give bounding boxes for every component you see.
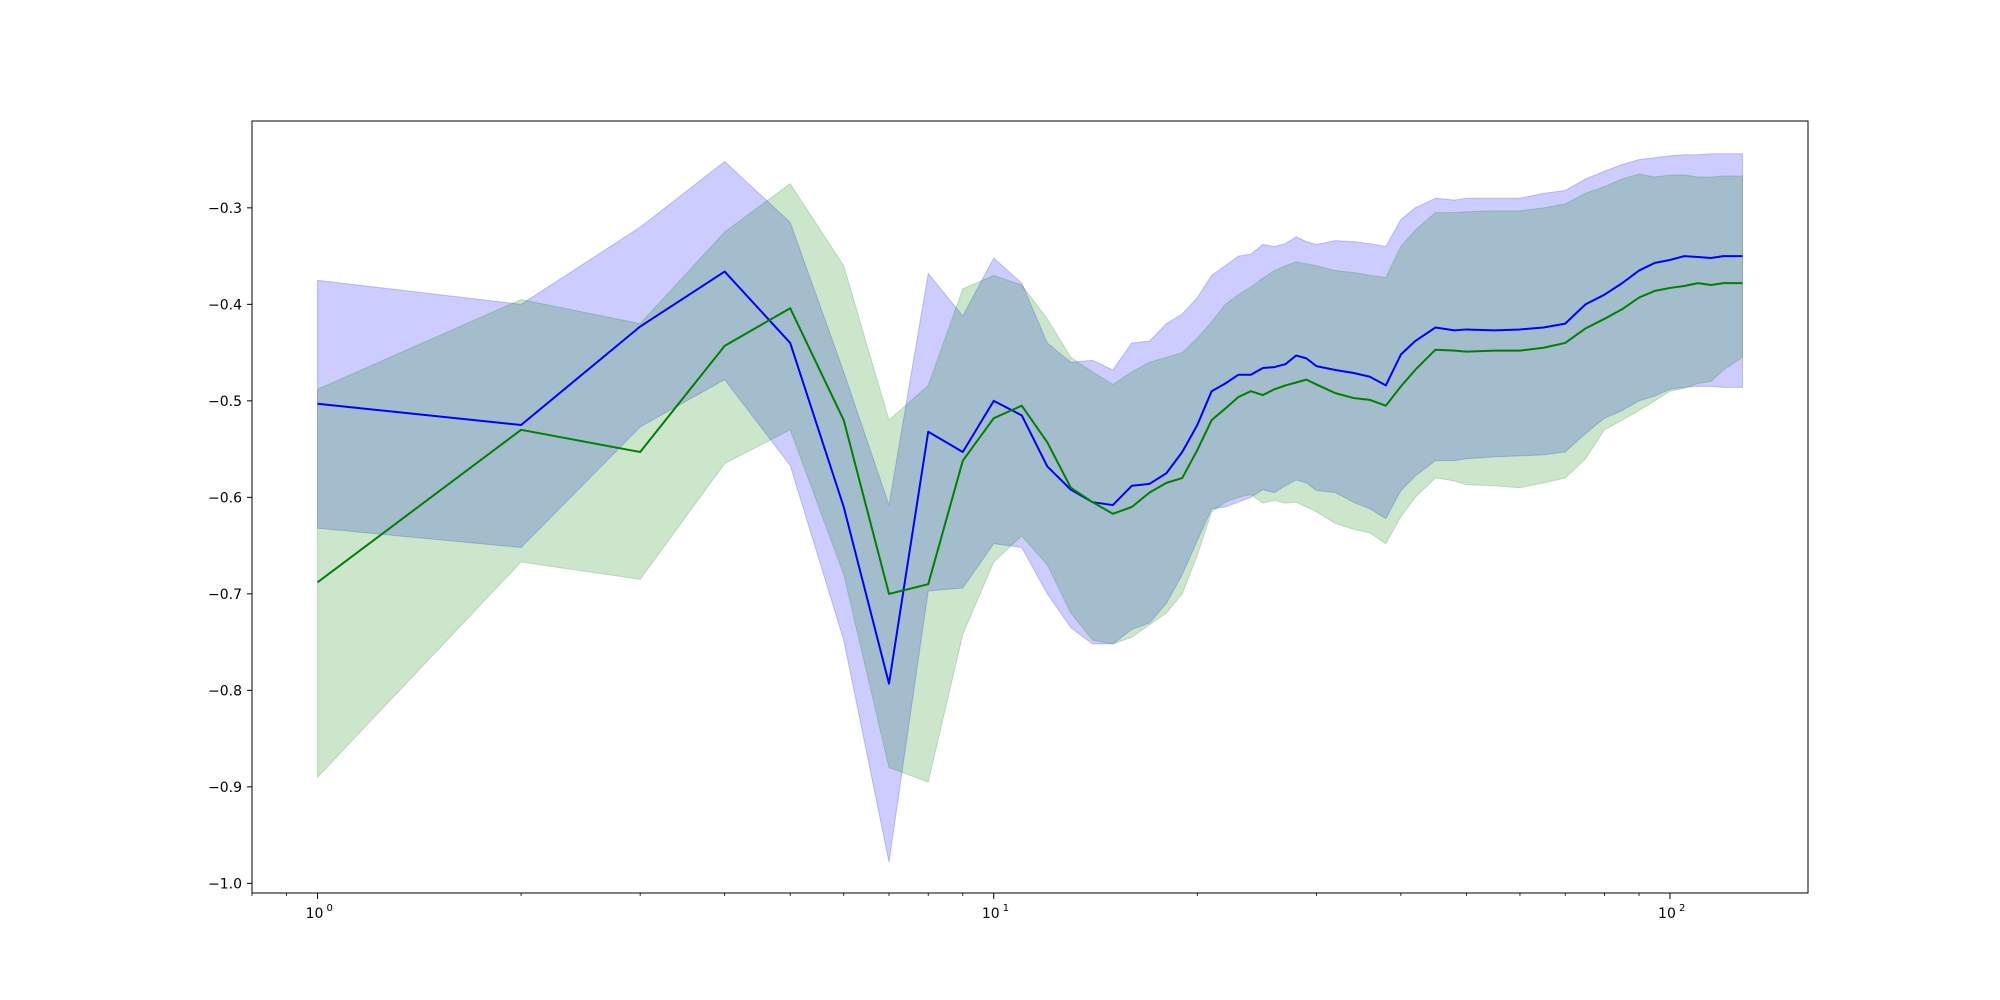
y-tick-label: −0.9 xyxy=(208,780,242,796)
axes: −0.3−0.4−0.5−0.6−0.7−0.8−0.9−1.010 0 10 1 10… xyxy=(208,120,1809,922)
axes-frame xyxy=(251,120,1809,894)
confidence-band-1 xyxy=(317,153,1743,863)
x-tick-label: 10 1 xyxy=(982,903,1009,922)
series-line-2 xyxy=(316,282,1743,595)
y-tick-label: −0.5 xyxy=(208,394,242,410)
y-tick-label: −0.7 xyxy=(208,587,242,603)
y-tick-label: −0.8 xyxy=(208,683,242,699)
series-line-1 xyxy=(317,255,1743,685)
x-tick-label: 10 0 xyxy=(306,903,333,922)
x-tick-exponent: 0 xyxy=(327,903,333,914)
y-tick-label: −0.3 xyxy=(208,201,242,217)
x-tick-base: 10 xyxy=(1658,906,1676,922)
y-tick-label: −1.0 xyxy=(208,876,242,892)
y-tick-label: −0.4 xyxy=(208,297,242,313)
series-group xyxy=(316,153,1743,863)
x-tick-exponent: 1 xyxy=(1003,903,1009,914)
x-tick-base: 10 xyxy=(982,906,1000,922)
confidence-band-2 xyxy=(317,173,1743,783)
x-tick-base: 10 xyxy=(306,906,324,922)
y-tick-label: −0.6 xyxy=(208,490,242,506)
plot-area xyxy=(316,153,1743,863)
x-tick-label: 10 2 xyxy=(1658,903,1685,922)
x-tick-exponent: 2 xyxy=(1679,903,1685,914)
